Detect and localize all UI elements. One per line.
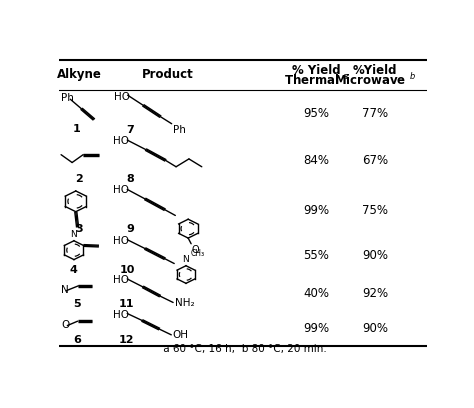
Text: 75%: 75% bbox=[362, 204, 388, 217]
Text: 12: 12 bbox=[118, 335, 134, 345]
Text: O: O bbox=[61, 320, 69, 330]
Text: 40%: 40% bbox=[303, 286, 329, 299]
Text: HO: HO bbox=[112, 235, 128, 246]
Text: 84%: 84% bbox=[303, 155, 329, 167]
Text: 9: 9 bbox=[126, 224, 134, 234]
Text: HO: HO bbox=[112, 275, 128, 286]
Text: 11: 11 bbox=[118, 299, 134, 309]
Text: 77%: 77% bbox=[362, 106, 388, 120]
Text: a 60 °C, 16 h;  b 80 °C, 20 min.: a 60 °C, 16 h; b 80 °C, 20 min. bbox=[160, 344, 326, 354]
Text: 3: 3 bbox=[76, 224, 83, 234]
Text: HO: HO bbox=[114, 92, 129, 102]
Text: Ph: Ph bbox=[173, 125, 186, 135]
Text: HO: HO bbox=[112, 136, 128, 146]
Text: %Yield: %Yield bbox=[353, 64, 397, 77]
Text: OH: OH bbox=[173, 330, 189, 340]
Text: Ph: Ph bbox=[61, 93, 74, 103]
Text: 55%: 55% bbox=[303, 249, 329, 262]
Text: 8: 8 bbox=[126, 174, 134, 184]
Text: 2: 2 bbox=[75, 174, 83, 184]
Text: 10: 10 bbox=[119, 265, 135, 275]
Text: 6: 6 bbox=[73, 335, 81, 345]
Text: 1: 1 bbox=[73, 124, 81, 134]
Text: CH₃: CH₃ bbox=[191, 249, 204, 258]
Text: Product: Product bbox=[142, 68, 193, 81]
Text: 7: 7 bbox=[126, 125, 134, 135]
Text: N: N bbox=[61, 285, 69, 295]
Text: Alkyne: Alkyne bbox=[57, 68, 102, 81]
Text: 90%: 90% bbox=[362, 249, 388, 262]
Text: 92%: 92% bbox=[362, 286, 388, 299]
Text: O: O bbox=[192, 245, 200, 255]
Text: % Yield: % Yield bbox=[292, 64, 341, 77]
Text: Thermal $^{a}$: Thermal $^{a}$ bbox=[284, 73, 349, 87]
Text: 95%: 95% bbox=[303, 106, 329, 120]
Text: 5: 5 bbox=[73, 299, 81, 309]
Text: N: N bbox=[182, 255, 189, 264]
Text: HO: HO bbox=[112, 310, 128, 320]
Text: NH₂: NH₂ bbox=[174, 298, 194, 308]
Text: 99%: 99% bbox=[303, 204, 329, 217]
Text: 90%: 90% bbox=[362, 322, 388, 335]
Text: 67%: 67% bbox=[362, 155, 388, 167]
Text: Microwave $^{b}$: Microwave $^{b}$ bbox=[334, 72, 416, 88]
Text: HO: HO bbox=[112, 185, 128, 195]
Text: 99%: 99% bbox=[303, 322, 329, 335]
Text: 4: 4 bbox=[69, 265, 77, 275]
Text: N: N bbox=[71, 231, 77, 239]
